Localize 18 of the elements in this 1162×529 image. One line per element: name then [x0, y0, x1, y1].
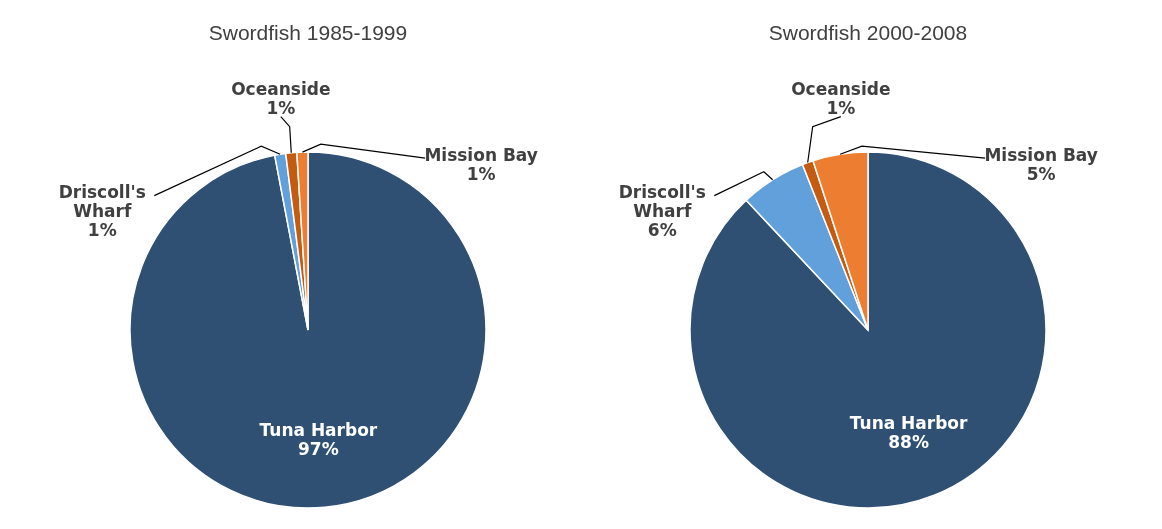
- data-label: 1%: [87, 219, 117, 240]
- slice-label: Mission Bay: [984, 144, 1098, 165]
- data-label: 6%: [647, 219, 677, 240]
- slice-label: Oceanside: [231, 79, 331, 100]
- data-label: 1%: [466, 163, 496, 184]
- slice-label: Tuna Harbor: [259, 420, 378, 441]
- data-label: 5%: [1026, 163, 1056, 184]
- data-label: 88%: [888, 432, 929, 453]
- data-label: 1%: [826, 98, 856, 119]
- data-label: 1%: [266, 98, 296, 119]
- chart-title: Swordfish 2000-2008: [768, 21, 968, 44]
- data-label: 97%: [298, 439, 339, 460]
- slice-label: Tuna Harbor: [849, 413, 969, 434]
- slice-label: Oceanside: [791, 79, 891, 100]
- slice-label: Driscoll's Wharf: [58, 181, 146, 221]
- slice-label: Mission Bay: [424, 144, 538, 165]
- chart-title: Swordfish 1985-1999: [208, 21, 408, 44]
- slice-label: Driscoll's Wharf: [618, 181, 706, 221]
